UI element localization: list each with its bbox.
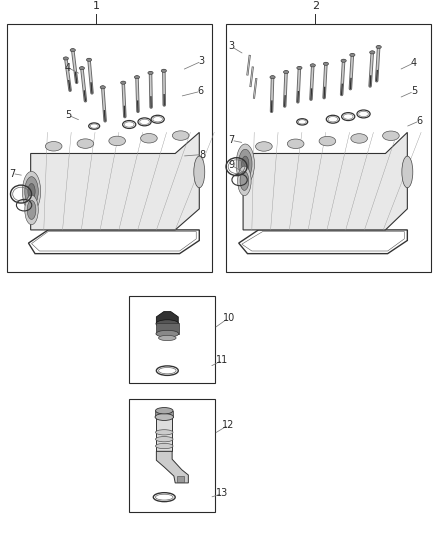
Text: 12: 12 [223, 420, 235, 430]
Ellipse shape [370, 51, 375, 54]
Ellipse shape [22, 172, 41, 212]
Ellipse shape [240, 172, 249, 190]
Ellipse shape [63, 57, 68, 60]
Text: 7: 7 [228, 135, 234, 146]
Ellipse shape [86, 58, 92, 61]
Text: 3: 3 [228, 42, 234, 52]
Text: 6: 6 [198, 86, 204, 96]
Text: 3: 3 [198, 56, 205, 66]
Text: 10: 10 [223, 313, 235, 323]
Text: 4: 4 [411, 58, 417, 68]
Ellipse shape [376, 45, 381, 49]
Ellipse shape [25, 195, 38, 224]
Ellipse shape [172, 131, 189, 140]
Text: 9: 9 [228, 160, 234, 170]
Ellipse shape [236, 144, 254, 184]
Ellipse shape [270, 76, 275, 79]
Text: 2: 2 [312, 1, 319, 11]
Ellipse shape [161, 69, 166, 72]
Text: 7: 7 [9, 168, 15, 179]
Text: 4: 4 [65, 62, 71, 72]
Ellipse shape [319, 136, 336, 146]
Ellipse shape [27, 200, 36, 220]
Ellipse shape [156, 330, 179, 337]
Ellipse shape [70, 49, 75, 52]
Ellipse shape [134, 76, 140, 79]
Ellipse shape [310, 64, 315, 67]
Bar [155, 411, 173, 417]
Text: 1: 1 [93, 1, 100, 11]
Ellipse shape [402, 156, 413, 188]
Ellipse shape [323, 62, 328, 66]
Text: 8: 8 [199, 150, 205, 159]
Polygon shape [156, 451, 188, 483]
Ellipse shape [141, 133, 157, 143]
Ellipse shape [155, 430, 173, 435]
Ellipse shape [283, 70, 289, 74]
Ellipse shape [194, 156, 205, 188]
Bar [226, 25, 431, 272]
Ellipse shape [155, 408, 173, 414]
Ellipse shape [155, 414, 173, 421]
Bar [129, 296, 215, 383]
Polygon shape [243, 132, 407, 230]
Text: 5: 5 [65, 110, 71, 120]
Ellipse shape [156, 320, 179, 328]
Ellipse shape [341, 59, 346, 62]
Text: 6: 6 [417, 116, 423, 126]
Ellipse shape [383, 131, 399, 141]
Ellipse shape [120, 81, 126, 84]
Bar [129, 399, 215, 512]
Bar [177, 476, 184, 482]
Ellipse shape [148, 71, 153, 75]
Ellipse shape [46, 142, 62, 151]
Ellipse shape [25, 176, 38, 206]
Text: 5: 5 [411, 86, 417, 96]
Ellipse shape [109, 136, 126, 146]
Ellipse shape [155, 437, 173, 442]
Ellipse shape [297, 66, 302, 69]
Bar [7, 25, 212, 272]
Ellipse shape [100, 86, 106, 89]
Text: 13: 13 [216, 488, 229, 498]
Ellipse shape [350, 53, 355, 56]
Ellipse shape [79, 67, 85, 70]
Ellipse shape [287, 139, 304, 149]
Bar [156, 323, 179, 334]
Ellipse shape [256, 142, 272, 151]
Ellipse shape [238, 166, 251, 196]
Bar [156, 417, 172, 451]
Ellipse shape [77, 139, 94, 148]
Text: 11: 11 [216, 355, 229, 365]
Ellipse shape [351, 134, 367, 143]
Polygon shape [156, 312, 178, 323]
Ellipse shape [155, 443, 173, 449]
Ellipse shape [28, 183, 35, 199]
Ellipse shape [239, 149, 252, 179]
Ellipse shape [242, 156, 249, 172]
Polygon shape [31, 132, 199, 230]
Ellipse shape [159, 335, 176, 341]
